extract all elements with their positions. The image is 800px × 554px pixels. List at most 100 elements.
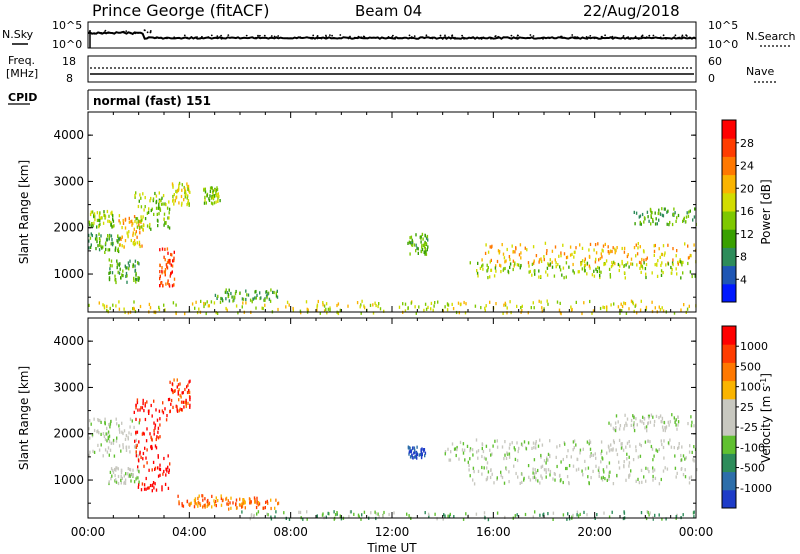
data-cell xyxy=(477,274,479,278)
noise-point xyxy=(264,36,266,39)
noise-point xyxy=(376,36,379,39)
data-cell xyxy=(433,304,435,308)
data-cell xyxy=(254,290,256,294)
data-cell xyxy=(168,470,170,474)
data-cell xyxy=(590,453,593,457)
data-cell xyxy=(674,211,676,215)
data-cell xyxy=(658,448,660,452)
data-cell xyxy=(99,211,101,215)
data-cell xyxy=(658,482,661,486)
data-cell xyxy=(165,418,168,422)
data-cell xyxy=(595,464,597,468)
data-cell xyxy=(421,447,423,451)
data-cell xyxy=(186,185,189,189)
data-cell xyxy=(253,496,256,500)
data-cell xyxy=(188,388,190,393)
data-cell xyxy=(151,484,153,488)
noise-point xyxy=(622,35,625,37)
data-cell xyxy=(547,302,549,306)
data-cell xyxy=(500,270,502,274)
data-cell xyxy=(150,437,153,441)
data-cell xyxy=(104,437,107,442)
data-cell xyxy=(566,475,569,479)
data-cell xyxy=(185,404,187,409)
data-cell xyxy=(465,302,467,306)
noise-point xyxy=(604,34,606,37)
data-cell xyxy=(469,457,471,461)
data-cell xyxy=(533,446,535,450)
data-cell xyxy=(682,260,684,264)
data-cell xyxy=(483,511,486,515)
data-cell xyxy=(135,417,137,421)
data-cell xyxy=(168,397,171,401)
data-cell xyxy=(129,468,132,472)
data-cell xyxy=(150,227,152,231)
data-cell xyxy=(147,409,150,413)
data-cell xyxy=(606,465,608,469)
data-cell xyxy=(662,244,665,248)
data-cell xyxy=(652,217,654,222)
data-cell xyxy=(477,449,480,453)
data-cell xyxy=(104,250,106,254)
data-cell xyxy=(672,212,675,217)
data-cell xyxy=(164,308,166,312)
data-cell xyxy=(256,293,258,297)
data-cell xyxy=(481,442,483,446)
data-cell xyxy=(507,269,509,273)
data-cell xyxy=(228,288,230,292)
data-cell xyxy=(94,237,97,241)
data-cell xyxy=(485,478,488,482)
ytick-label: 2000 xyxy=(53,427,84,441)
data-cell xyxy=(618,268,620,273)
data-cell xyxy=(545,475,547,479)
noise-point xyxy=(454,36,456,39)
data-cell xyxy=(541,443,544,447)
data-cell xyxy=(670,265,672,270)
data-cell xyxy=(96,218,99,222)
data-cell xyxy=(679,258,681,262)
data-cell xyxy=(112,225,114,229)
data-cell xyxy=(427,238,429,242)
data-cell xyxy=(94,214,96,218)
data-cell xyxy=(637,477,639,481)
data-cell xyxy=(484,306,486,310)
data-cell xyxy=(149,432,151,436)
data-cell xyxy=(133,307,135,311)
data-cell xyxy=(682,454,685,458)
data-cell xyxy=(322,303,324,307)
data-cell xyxy=(653,249,656,253)
data-cell xyxy=(230,496,232,500)
data-cell xyxy=(157,224,159,228)
data-cell xyxy=(156,418,159,422)
data-cell xyxy=(601,248,603,252)
data-cell xyxy=(155,408,157,412)
data-cell xyxy=(121,226,123,230)
data-cell xyxy=(128,220,131,224)
data-cell xyxy=(135,280,137,284)
data-cell xyxy=(546,266,549,270)
data-cell xyxy=(688,210,690,214)
data-cell xyxy=(205,201,207,205)
data-cell xyxy=(687,422,689,426)
data-cell xyxy=(119,221,121,225)
data-cell xyxy=(678,445,680,449)
data-cell xyxy=(654,211,656,215)
data-cell xyxy=(194,501,196,505)
nsky-label: N.Sky xyxy=(2,28,34,41)
data-cell xyxy=(288,517,291,521)
data-cell xyxy=(350,510,352,514)
data-cell xyxy=(481,454,483,459)
data-cell xyxy=(91,222,93,226)
data-cell xyxy=(603,470,605,474)
data-cell xyxy=(635,449,637,453)
data-cell xyxy=(623,271,626,275)
data-cell xyxy=(608,267,611,271)
data-cell xyxy=(159,284,161,288)
data-cell xyxy=(632,414,634,418)
data-cell xyxy=(661,442,663,447)
data-cell xyxy=(100,216,102,220)
noise-point xyxy=(210,34,213,37)
data-cell xyxy=(124,478,127,482)
data-cell xyxy=(664,207,666,211)
data-cell xyxy=(142,402,144,406)
